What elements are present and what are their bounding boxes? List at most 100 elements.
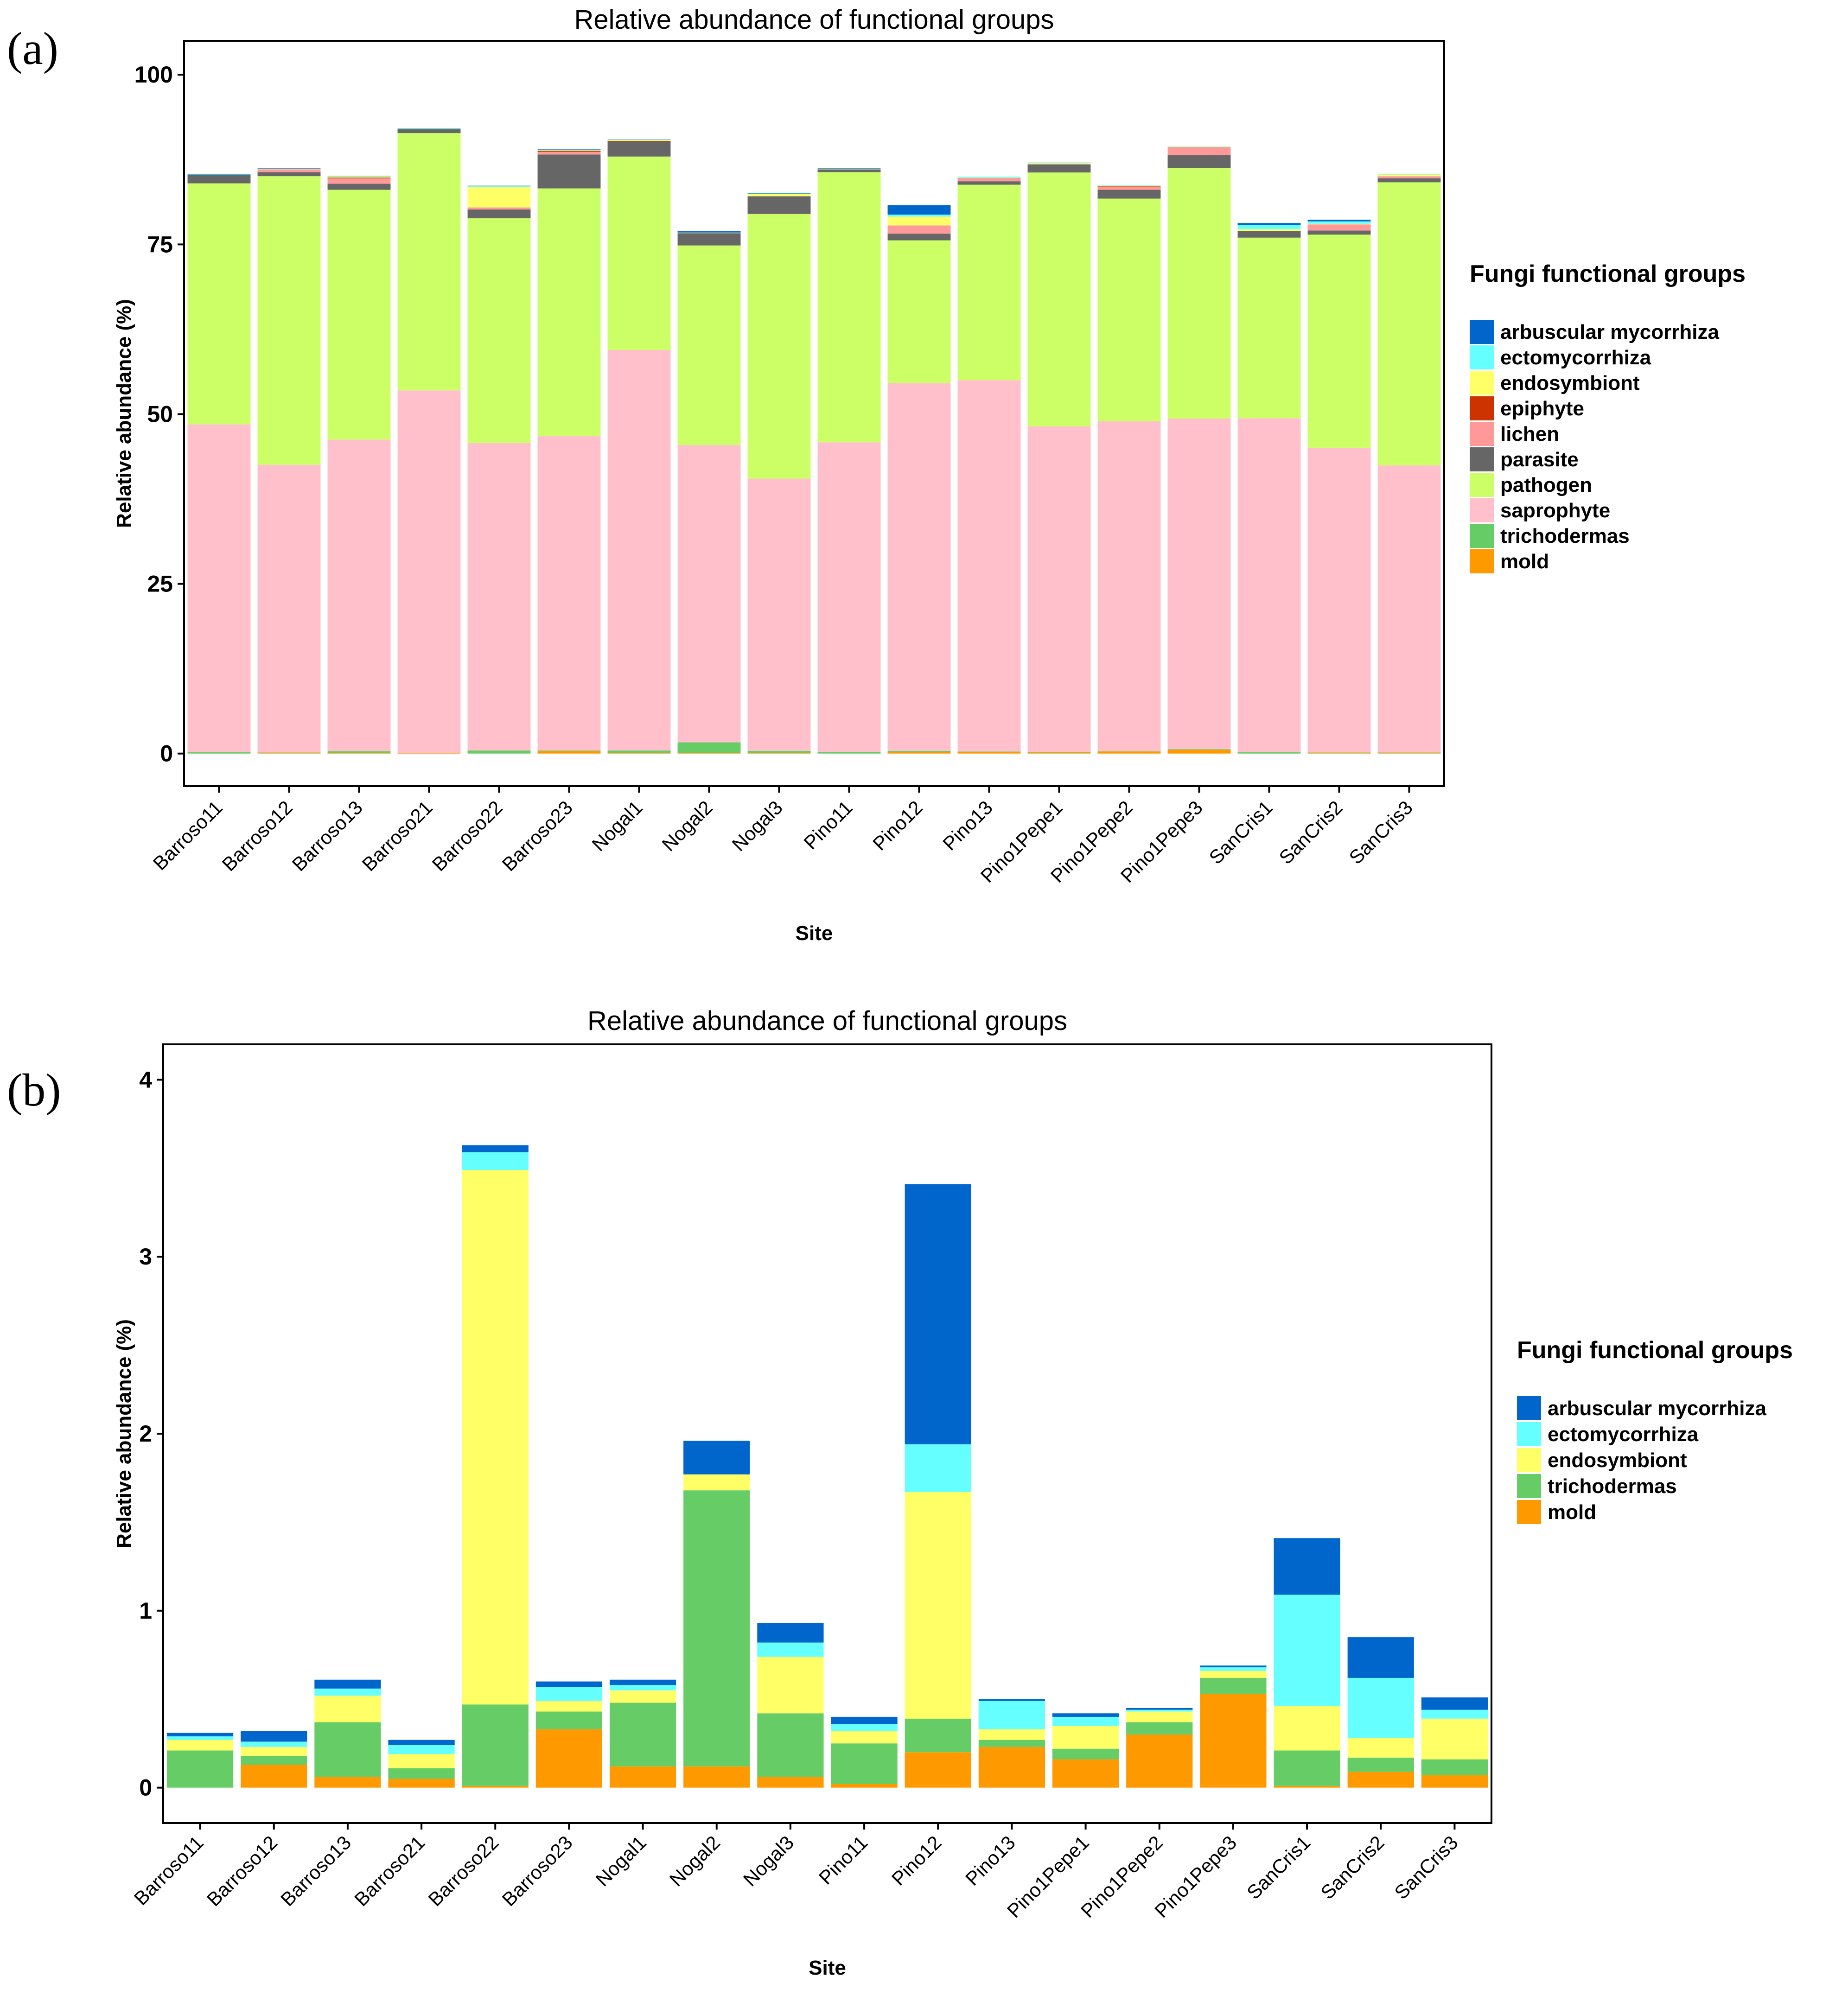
bar-nogal2-trichodermas (677, 742, 741, 753)
chart-title: Relative abundance of functional groups (574, 5, 1054, 35)
bar-sancris1-mold (1274, 1786, 1340, 1788)
legend-swatch-mold (1517, 1500, 1541, 1524)
legend-label-saprophyte: saprophyte (1500, 499, 1610, 522)
legend-swatch-epiphyte (1470, 396, 1494, 420)
legend-label-trichodermas: trichodermas (1548, 1475, 1677, 1498)
bar-barroso12-mold (241, 1765, 307, 1788)
bar-pino11-ectomycorrhiza (831, 1724, 898, 1731)
bar-nogal3-mold (747, 753, 811, 754)
bar-barroso13-trichodermas (327, 751, 391, 753)
y-axis-title: Relative abundance (%) (113, 1319, 135, 1548)
bar-sancris2-endosymbiont (1347, 1738, 1414, 1758)
bar-sancris3-trichodermas (1421, 1759, 1488, 1775)
bar-barroso23-mold (535, 1729, 603, 1788)
y-tick-label: 0 (139, 1775, 152, 1801)
y-tick-label: 0 (160, 741, 173, 767)
y-tick-label: 25 (147, 571, 173, 597)
bar-pino1pepe3-ectomycorrhiza (1167, 146, 1231, 147)
y-tick-label: 100 (134, 62, 173, 88)
bar-pino11-arbuscular-mycorrhiza (817, 168, 881, 169)
legend-label-lichen: lichen (1500, 423, 1559, 445)
bar-sancris1-parasite (1237, 231, 1301, 238)
bar-barroso21-ectomycorrhiza (388, 1745, 455, 1754)
bar-sancris3-parasite (1377, 178, 1441, 183)
bar-sancris1-ectomycorrhiza (1237, 225, 1301, 229)
bar-nogal1-arbuscular-mycorrhiza (609, 1679, 676, 1685)
bar-pino1pepe3-trichodermas (1167, 749, 1231, 750)
legend-swatch-ectomycorrhiza (1470, 345, 1494, 369)
bar-pino1pepe3-endosymbiont (1167, 146, 1231, 147)
legend-swatch-parasite (1470, 447, 1494, 471)
bar-barroso21-ectomycorrhiza (397, 128, 461, 129)
bar-pino13-saprophyte (957, 380, 1021, 752)
bar-barroso22-arbuscular-mycorrhiza (462, 1145, 529, 1152)
bar-barroso21-pathogen (397, 133, 461, 391)
bar-barroso22-trichodermas (462, 1704, 529, 1786)
bar-barroso23-endosymbiont (535, 1701, 603, 1712)
legend-swatch-endosymbiont (1470, 371, 1494, 395)
legend-label-arbuscular-mycorrhiza: arbuscular mycorrhiza (1500, 321, 1719, 343)
bar-barroso23-lichen (537, 152, 601, 155)
bar-nogal3-arbuscular-mycorrhiza (757, 1623, 824, 1643)
bar-pino12-endosymbiont (905, 1492, 971, 1719)
bar-sancris1-pathogen (1237, 237, 1301, 419)
bar-pino12-mold (905, 1752, 971, 1788)
bar-pino1pepe3-lichen (1167, 147, 1231, 155)
bar-sancris2-arbuscular-mycorrhiza (1347, 1637, 1414, 1678)
legend-label-mold: mold (1500, 550, 1549, 573)
panel-label-a: (a) (7, 23, 58, 74)
bar-sancris3-pathogen (1377, 182, 1441, 466)
bar-barroso12-pathogen (257, 176, 321, 465)
bar-barroso23-arbuscular-mycorrhiza (537, 149, 601, 150)
bar-barroso11-arbuscular-mycorrhiza (166, 1733, 234, 1736)
bar-pino1pepe2-saprophyte (1097, 421, 1161, 751)
bar-barroso13-trichodermas (314, 1722, 381, 1777)
bar-pino11-trichodermas (831, 1743, 898, 1784)
bar-barroso12-endosymbiont (241, 1747, 307, 1756)
bar-barroso13-endosymbiont (314, 1696, 381, 1722)
bar-nogal2-arbuscular-mycorrhiza (677, 231, 741, 233)
bar-nogal1-trichodermas (607, 750, 671, 753)
bar-sancris2-parasite (1307, 230, 1371, 235)
bar-barroso23-parasite (537, 154, 601, 189)
bar-pino1pepe3-mold (1167, 750, 1231, 754)
bar-pino12-arbuscular-mycorrhiza (905, 1184, 971, 1444)
bar-nogal3-trichodermas (747, 750, 811, 753)
legend-label-pathogen: pathogen (1500, 474, 1592, 496)
bar-barroso11-ectomycorrhiza (166, 1736, 234, 1740)
bar-barroso21-mold (397, 753, 461, 754)
bar-sancris3-lichen (1377, 176, 1441, 178)
bar-barroso23-trichodermas (535, 1711, 603, 1729)
bar-sancris3-ectomycorrhiza (1377, 174, 1441, 175)
bar-pino11-saprophyte (817, 442, 881, 752)
bar-nogal1-saprophyte (607, 350, 671, 751)
bar-barroso12-arbuscular-mycorrhiza (257, 168, 321, 169)
bar-barroso12-arbuscular-mycorrhiza (241, 1731, 307, 1742)
bar-barroso12-parasite (257, 172, 321, 177)
legend-swatch-arbuscular-mycorrhiza (1470, 320, 1494, 344)
legend-label-mold: mold (1548, 1501, 1596, 1524)
bar-pino1pepe1-trichodermas (1052, 1748, 1119, 1760)
bar-barroso22-saprophyte (467, 443, 531, 751)
bar-nogal2-endosymbiont (683, 1474, 750, 1491)
bar-pino13-mold (978, 1747, 1045, 1788)
bar-nogal1-ectomycorrhiza (609, 1685, 676, 1690)
bar-barroso13-lichen (327, 178, 391, 184)
bar-pino1pepe2-mold (1126, 1735, 1193, 1788)
bar-pino13-ectomycorrhiza (957, 176, 1021, 178)
bar-pino11-endosymbiont (817, 169, 881, 170)
bar-pino1pepe1-endosymbiont (1052, 1726, 1119, 1749)
bar-pino12-trichodermas (887, 750, 951, 752)
bar-barroso13-saprophyte (327, 439, 391, 751)
legend-swatch-trichodermas (1517, 1474, 1541, 1498)
bar-barroso23-epiphyte (537, 151, 601, 152)
x-axis-title: Site (796, 922, 833, 945)
bar-pino11-trichodermas (817, 752, 881, 754)
bar-barroso22-lichen (467, 207, 531, 210)
legend-swatch-endosymbiont (1517, 1448, 1541, 1472)
bar-sancris3-arbuscular-mycorrhiza (1421, 1697, 1488, 1710)
bar-pino1pepe1-arbuscular-mycorrhiza (1052, 1713, 1119, 1717)
legend-swatch-ectomycorrhiza (1517, 1422, 1541, 1446)
bar-barroso21-saprophyte (397, 390, 461, 753)
bar-barroso21-endosymbiont (388, 1754, 455, 1768)
